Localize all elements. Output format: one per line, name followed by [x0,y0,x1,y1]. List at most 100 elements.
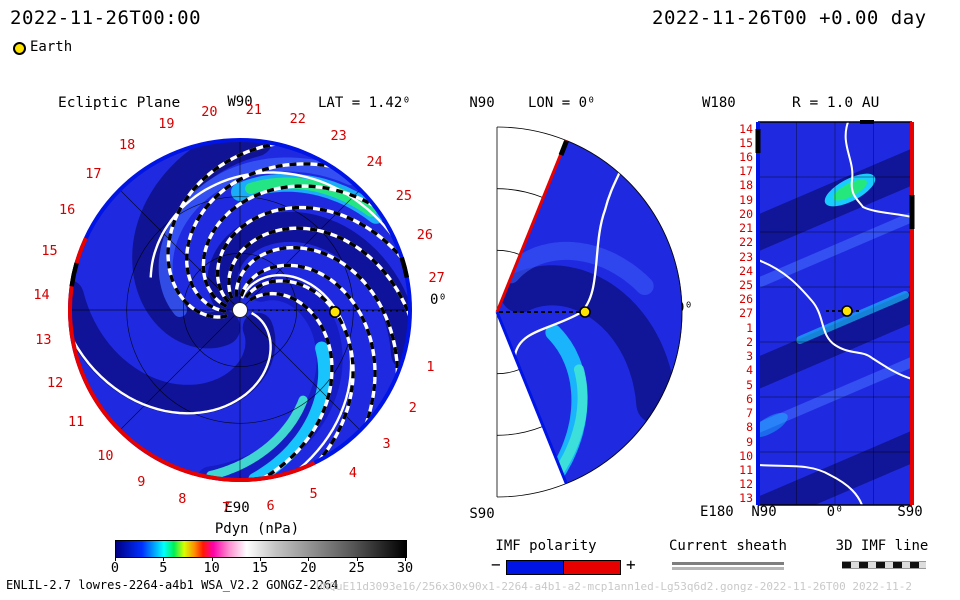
colorbar-tick [211,557,213,561]
ecliptic-e90-label: E90 [224,500,250,516]
ecliptic-day-label: 21 [245,102,262,119]
earth-legend-label: Earth [30,39,73,55]
colorbar-tick [308,557,310,561]
radial-e180-label: E180 [700,504,734,520]
earth-icon [13,42,26,55]
radial-day-label: 9 [746,434,753,449]
colorbar-tick-label: 30 [396,560,414,576]
ecliptic-day-label: 13 [35,331,52,348]
model-info: ENLIL-2.7 lowres-2264-a4b1 WSA_V2.2 GONG… [6,578,339,592]
radial-day-label: 7 [746,406,753,421]
ecliptic-day-label: 10 [97,447,114,464]
colorbar-tick [163,557,165,561]
radial-day-label: 5 [746,377,753,392]
radial-day-label: 10 [739,448,753,463]
radial-day-label: 8 [746,420,753,435]
ecliptic-day-label: 22 [289,110,306,127]
radial-day-label: 3 [746,349,753,364]
watermark: UNQuE11d3093e16/256x30x90x1-2264-a4b1-a2… [316,580,913,593]
colorbar-tick-label: 0 [110,560,120,576]
ecliptic-day-label: 11 [67,413,85,430]
ecliptic-day-label: 20 [201,104,218,121]
ecliptic-day-label: 15 [41,243,58,260]
colorbar-tick-label: 15 [251,560,269,576]
radial-day-label: 22 [739,235,753,250]
radial-map-plot [755,120,915,506]
radial-day-label: 4 [746,363,753,378]
ecliptic-title: Ecliptic Plane [58,95,181,111]
imf-line-swatch [842,561,926,569]
ecliptic-day-label: 2 [408,399,417,416]
colorbar-tick [260,557,261,561]
imf-negative-swatch [506,560,564,575]
ecliptic-day-label: 19 [158,116,175,133]
colorbar-tick-label: 20 [300,560,317,576]
radial-zero-label: 0⁰ [826,504,844,520]
current-sheath-label: Current sheath [668,538,787,554]
ecliptic-zero-label: 0⁰ [430,292,447,308]
radial-day-label: 27 [739,306,753,321]
radial-w180-label: W180 [702,95,736,111]
meridional-lon-label: LON = 0⁰ [528,95,596,111]
radial-day-label: 14 [739,121,753,136]
timestamp-forecast: 2022-11-26T00 +0.00 day [652,7,927,29]
meridional-plane-plot [495,126,683,498]
radial-day-label: 19 [739,192,753,207]
radial-day-label: 2 [746,334,753,349]
meridional-s90-label: S90 [469,506,495,522]
ecliptic-lat-label: LAT = 1.42⁰ [318,95,411,111]
colorbar-tick-label: 5 [159,560,168,576]
ecliptic-day-label: 7 [222,499,231,516]
radial-day-label: 18 [739,178,753,193]
colorbar-tick [356,557,358,561]
ecliptic-day-label: 12 [46,374,64,391]
current-sheath-line-dark [672,562,784,565]
ecliptic-day-label: 9 [137,473,146,490]
radial-day-label: 15 [739,135,753,150]
radial-day-label: 1 [746,320,753,335]
radial-day-label: 21 [739,221,753,236]
meridional-n90-label: N90 [469,95,495,111]
ecliptic-day-label: 23 [330,128,347,145]
current-sheath-line-light [672,567,784,570]
radial-day-label: 13 [739,491,753,506]
ecliptic-day-label: 8 [178,491,187,508]
ecliptic-day-label: 18 [118,137,136,154]
radial-day-label: 25 [739,278,753,293]
radial-n90-label: N90 [751,504,777,520]
radial-day-label: 11 [739,463,753,478]
radial-day-label: 12 [739,477,753,492]
radial-day-label: 26 [739,292,753,307]
colorbar-tick-label: 10 [203,560,220,576]
ecliptic-day-label: 26 [416,227,433,244]
ecliptic-day-label: 1 [426,358,435,375]
ecliptic-day-label: 5 [309,485,318,502]
colorbar [115,540,407,558]
ecliptic-day-label: 17 [85,166,102,183]
radial-day-label: 16 [739,149,753,164]
ecliptic-w90-label: W90 [227,94,253,110]
imf-plus-sign: + [626,555,636,574]
radial-day-label: 23 [739,249,753,264]
radial-title: R = 1.0 AU [792,95,880,111]
timestamp-current: 2022-11-26T00:00 [10,7,202,29]
imf-polarity-label: IMF polarity [495,538,597,554]
colorbar-title: Pdyn (nPa) [214,521,300,537]
ecliptic-day-label: 24 [366,154,383,171]
radial-day-label: 24 [739,263,753,278]
ecliptic-plane-plot [67,138,412,482]
ecliptic-day-label: 16 [59,202,76,219]
ecliptic-day-label: 27 [428,270,445,287]
colorbar-tick [405,557,406,561]
ecliptic-day-label: 25 [395,188,412,205]
colorbar-tick-label: 25 [348,560,365,576]
radial-day-label: 17 [739,164,753,179]
colorbar-tick [115,557,116,561]
radial-day-label: 6 [746,391,753,406]
radial-day-label: 20 [739,206,753,221]
radial-s90-label: S90 [897,504,923,520]
imf-minus-sign: − [491,555,501,574]
ecliptic-day-label: 14 [33,287,50,304]
imf-positive-swatch [563,560,621,575]
